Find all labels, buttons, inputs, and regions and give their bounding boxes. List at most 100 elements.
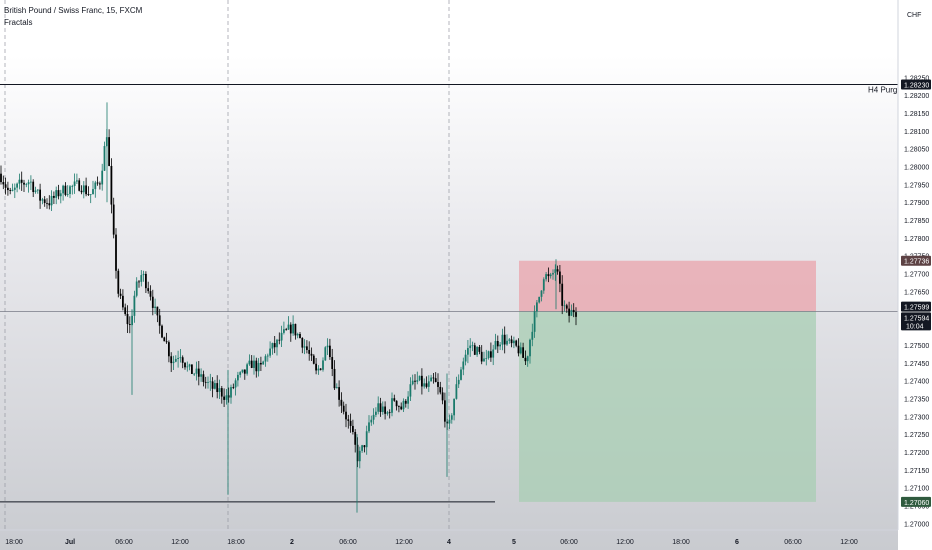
candle-body	[225, 395, 228, 400]
candle-body	[492, 349, 495, 358]
candle-body	[174, 358, 177, 362]
candle-body	[289, 324, 292, 334]
symbol-title[interactable]: British Pound / Swiss Franc, 15, FXCM	[4, 6, 143, 15]
time-tick-label: 2	[290, 539, 294, 546]
candle-body	[204, 381, 207, 383]
candle-body	[188, 364, 191, 367]
candle-body	[414, 380, 416, 382]
candle-body	[34, 190, 37, 193]
candle-body	[508, 339, 511, 341]
candle-body	[379, 403, 382, 412]
time-tick-label: 06:00	[339, 539, 357, 546]
currency-label: CHF	[907, 12, 921, 19]
price-axis[interactable]	[898, 0, 932, 550]
candle-body	[156, 306, 159, 316]
candle-body	[191, 364, 193, 374]
candle-body	[36, 189, 39, 191]
candle-body	[126, 313, 129, 325]
take-profit-zone[interactable]	[519, 311, 816, 502]
price-tick-label: 1.27100	[904, 486, 929, 493]
candle-body	[246, 364, 248, 374]
candle-body	[306, 346, 308, 350]
candle-body	[441, 392, 444, 401]
candle-body	[552, 272, 554, 275]
candle-body	[207, 382, 209, 383]
candle-body	[503, 334, 506, 345]
price-tick-label: 1.28200	[904, 93, 929, 100]
candle-body	[269, 348, 271, 356]
candle-body	[439, 386, 442, 393]
candle-body	[128, 324, 131, 325]
candle-body	[218, 388, 221, 393]
candle-body	[96, 182, 99, 184]
candle-body	[487, 351, 490, 359]
candle-body	[92, 189, 94, 195]
candle-body	[501, 334, 504, 345]
candle-body	[124, 307, 127, 314]
candle-body	[556, 269, 559, 272]
candle-body	[542, 279, 545, 291]
candle-body	[340, 399, 343, 406]
candle-body	[43, 199, 46, 204]
candle-body	[11, 189, 14, 191]
candle-body	[310, 353, 313, 356]
candle-body	[283, 329, 285, 333]
candle-body	[158, 315, 161, 326]
candle-body	[455, 384, 458, 399]
candle-body	[335, 387, 338, 389]
time-tick-label: 12:00	[616, 539, 634, 546]
price-tick-label: 1.28050	[904, 147, 929, 154]
candle-body	[462, 361, 465, 370]
price-badge	[901, 301, 931, 312]
candle-body	[195, 368, 198, 374]
candle-body	[471, 345, 474, 347]
candle-body	[276, 339, 278, 348]
candle-body	[248, 360, 251, 365]
candle-body	[358, 450, 361, 462]
candle-body	[469, 345, 472, 349]
price-tick-label: 1.28000	[904, 165, 929, 172]
stop-loss-zone[interactable]	[519, 260, 816, 312]
candle-body	[193, 373, 196, 375]
candle-body	[151, 296, 154, 308]
indicator-label[interactable]: Fractals	[4, 18, 33, 27]
price-tick-label: 1.27250	[904, 432, 929, 439]
candle-body	[227, 395, 230, 398]
candle-body	[308, 349, 311, 354]
candle-body	[393, 398, 396, 401]
candle-body	[494, 340, 497, 350]
price-badge	[901, 79, 931, 90]
candle-body	[0, 173, 2, 183]
candle-body	[4, 184, 7, 188]
candle-body	[490, 351, 492, 358]
candle-body	[372, 414, 375, 420]
candle-body	[545, 274, 547, 280]
candle-body	[2, 182, 5, 185]
candle-body	[16, 183, 18, 188]
price-tick-label: 1.27300	[904, 414, 929, 421]
candle-body	[485, 358, 488, 359]
candle-body	[476, 346, 478, 355]
candle-body	[78, 180, 81, 191]
candle-body	[391, 398, 393, 413]
candle-body	[467, 348, 469, 355]
candle-body	[85, 185, 87, 195]
candle-body	[260, 362, 262, 365]
candle-body	[115, 234, 117, 271]
price-badge-label: 1.27736	[904, 259, 929, 266]
candle-body	[421, 375, 423, 387]
candle-body	[554, 269, 557, 273]
candle-body	[315, 363, 317, 371]
candle-body	[266, 355, 269, 357]
candle-body	[398, 406, 400, 408]
candle-body	[87, 194, 90, 195]
candle-body	[177, 357, 179, 359]
candle-body	[135, 281, 138, 296]
candle-body	[453, 398, 455, 416]
candle-body	[241, 369, 244, 373]
candle-body	[432, 377, 435, 379]
price-tick-label: 1.27150	[904, 468, 929, 475]
candle-body	[430, 377, 432, 382]
candle-body	[209, 381, 212, 383]
